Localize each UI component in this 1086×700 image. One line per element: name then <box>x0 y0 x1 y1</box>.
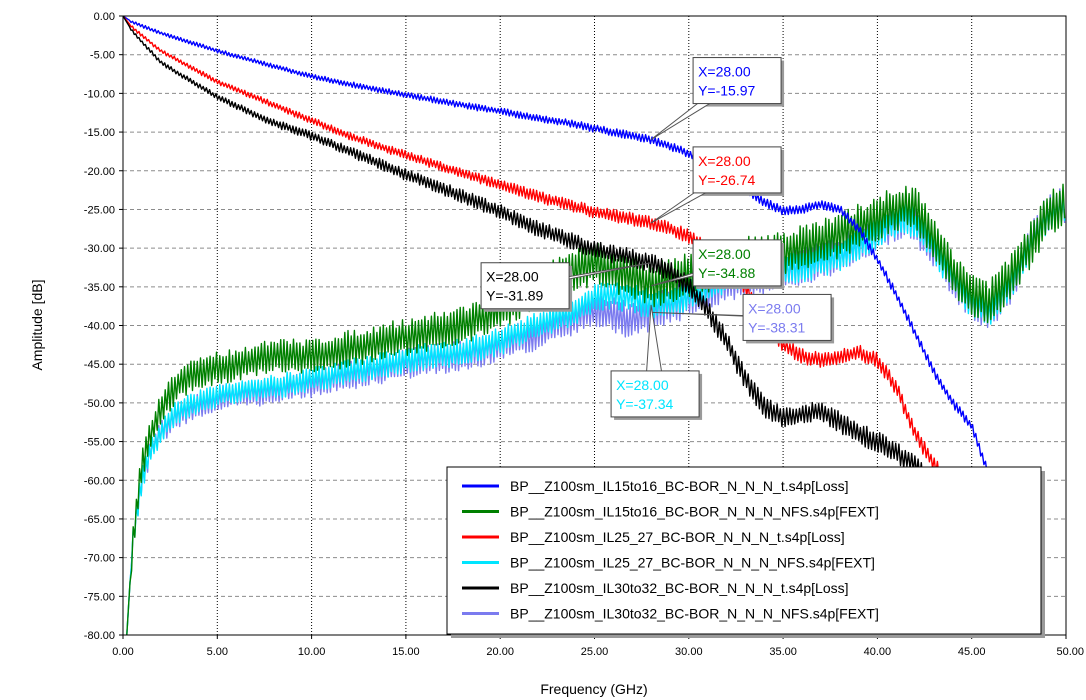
x-tick-label: 0.00 <box>112 646 133 658</box>
marker-box <box>610 370 700 418</box>
y-tick-label: -65.00 <box>84 514 115 526</box>
legend-entry: BP__Z100sm_IL15to16_BC-BOR_N_N_N_NFS.s4p… <box>510 504 879 520</box>
marker-x-text: X=28.00 <box>486 269 539 285</box>
marker-x-text: X=28.00 <box>616 377 669 393</box>
x-tick-label: 5.00 <box>207 646 228 658</box>
y-tick-label: -55.00 <box>84 437 115 449</box>
y-tick-label: -70.00 <box>84 553 115 565</box>
legend-entry: BP__Z100sm_IL25_27_BC-BOR_N_N_N_NFS.s4p[… <box>510 555 875 571</box>
y-tick-label: -45.00 <box>84 359 115 371</box>
x-tick-label: 40.00 <box>864 646 892 658</box>
legend-entry: BP__Z100sm_IL25_27_BC-BOR_N_N_N_t.s4p[Lo… <box>510 529 845 545</box>
y-tick-label: -75.00 <box>84 591 115 603</box>
y-tick-label: -80.00 <box>84 630 115 642</box>
y-tick-label: -60.00 <box>84 475 115 487</box>
marker-callout: X=28.00 Y=-15.97 <box>650 57 785 140</box>
y-tick-label: -20.00 <box>84 166 115 178</box>
y-tick-label: -35.00 <box>84 282 115 294</box>
marker-y-text: Y=-15.97 <box>698 83 755 99</box>
legend-entry: BP__Z100sm_IL30to32_BC-BOR_N_N_N_NFS.s4p… <box>510 606 879 622</box>
legend-entry: BP__Z100sm_IL15to16_BC-BOR_N_N_N_t.s4p[L… <box>510 478 849 494</box>
y-tick-label: -50.00 <box>84 398 115 410</box>
marker-y-text: Y=-26.74 <box>698 172 755 188</box>
ticks: 0.00 5.00 10.00 15.00 20.00 25.00 30.00 35.00 40… <box>84 11 1084 658</box>
y-tick-label: -25.00 <box>84 204 115 216</box>
legend-entry: BP__Z100sm_IL30to32_BC-BOR_N_N_N_t.s4p[L… <box>510 580 849 596</box>
marker-x-text: X=28.00 <box>698 64 751 80</box>
y-axis-label: Amplitude [dB] <box>29 279 45 370</box>
marker-y-text: Y=-37.34 <box>616 396 673 412</box>
legend-box <box>446 466 1042 635</box>
series-layer <box>122 15 1066 636</box>
x-axis-label: Frequency (GHz) <box>540 681 647 697</box>
marker-x-text: X=28.00 <box>698 246 751 262</box>
x-tick-label: 20.00 <box>486 646 514 658</box>
series-line-1 <box>126 183 1066 636</box>
marker-callout: X=28.00 Y=-37.34 <box>610 304 703 420</box>
legend: BP__Z100sm_IL15to16_BC-BOR_N_N_N_t.s4p[L… <box>446 466 1045 638</box>
marker-box <box>742 293 832 341</box>
marker-box <box>692 239 782 287</box>
series-line-4 <box>122 15 972 636</box>
marker-callout: X=28.00 Y=-38.31 <box>651 293 835 344</box>
x-tick-label: 35.00 <box>769 646 797 658</box>
y-tick-label: -10.00 <box>84 88 115 100</box>
marker-y-text: Y=-34.88 <box>698 265 755 281</box>
marker-callout: X=28.00 Y=-31.89 <box>480 262 652 312</box>
marker-y-text: Y=-38.31 <box>748 319 805 335</box>
x-tick-label: 30.00 <box>675 646 703 658</box>
series-line-2 <box>122 15 991 636</box>
x-tick-label: 50.00 <box>1056 646 1084 658</box>
marker-callout: X=28.00 Y=-26.74 <box>650 146 785 224</box>
marker-box <box>692 57 782 105</box>
series-line-0 <box>122 15 1028 628</box>
marker-x-text: X=28.00 <box>698 153 751 169</box>
marker-x-text: X=28.00 <box>748 300 801 316</box>
marker-y-text: Y=-31.89 <box>486 288 543 304</box>
markers: X=28.00 Y=-15.97 X=28.00 Y=-26.74 X=28.00 Y=-… <box>480 57 835 420</box>
marker-box <box>692 146 782 194</box>
x-tick-label: 15.00 <box>392 646 420 658</box>
y-tick-label: -40.00 <box>84 321 115 333</box>
y-tick-label: -15.00 <box>84 127 115 139</box>
marker-box <box>480 262 570 310</box>
x-tick-label: 10.00 <box>298 646 326 658</box>
marker-callout: X=28.00 Y=-34.88 <box>650 239 785 289</box>
x-tick-label: 45.00 <box>958 646 986 658</box>
y-tick-label: 0.00 <box>94 11 115 23</box>
x-tick-label: 25.00 <box>581 646 609 658</box>
y-tick-label: -5.00 <box>90 50 115 62</box>
y-tick-label: -30.00 <box>84 243 115 255</box>
